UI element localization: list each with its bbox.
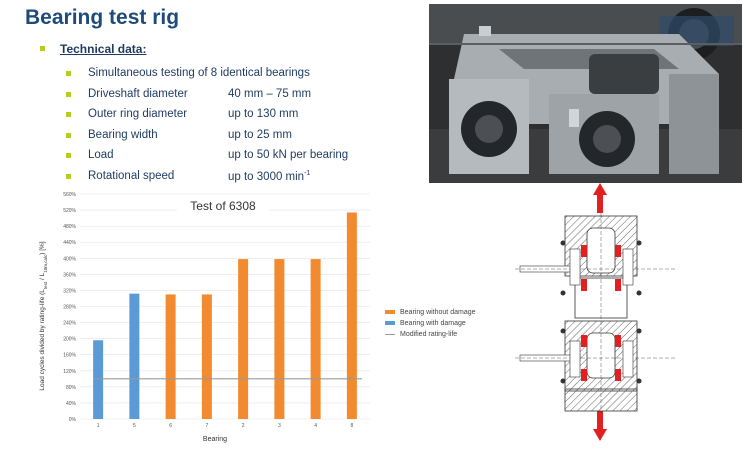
bar-3 bbox=[274, 259, 285, 419]
test-rig-photo bbox=[429, 4, 742, 183]
tech-row-label: Driveshaft diameter bbox=[88, 87, 188, 100]
legend-item-no-damage: Bearing without damage bbox=[385, 307, 476, 317]
y-tick-label: 320% bbox=[63, 288, 76, 294]
tech-row-label: Load bbox=[88, 149, 114, 161]
bar-5 bbox=[129, 293, 140, 419]
tech-row-label: Outer ring diameter bbox=[88, 108, 188, 120]
tech-row-label: Rotational speed bbox=[88, 169, 175, 182]
bar-7 bbox=[201, 294, 212, 419]
tech-row-value: up to 130 mm bbox=[228, 108, 299, 120]
x-tick-label: 4 bbox=[314, 423, 317, 429]
bullet-icon bbox=[66, 173, 71, 179]
tech-row-value-superscript: -1 bbox=[304, 169, 311, 177]
bullet-icon bbox=[66, 153, 71, 158]
technical-data-heading: Technical data: bbox=[60, 42, 147, 56]
tech-row-value: up to 3000 min-1 bbox=[228, 169, 311, 183]
bullet-icon bbox=[66, 71, 71, 76]
x-tick-label: 7 bbox=[205, 423, 208, 429]
y-tick-label: 280% bbox=[63, 305, 76, 311]
legend-item-rating-life: Modified rating-life bbox=[385, 329, 476, 339]
x-tick-label: 5 bbox=[133, 423, 136, 429]
bullet-icon bbox=[66, 132, 71, 138]
y-tick-label: 520% bbox=[63, 208, 76, 214]
legend-label: Bearing without damage bbox=[400, 308, 476, 316]
chart-legend: Bearing without damage Bearing with dama… bbox=[385, 307, 476, 340]
load-arrow-bottom-icon bbox=[593, 411, 607, 441]
y-tick-label: 480% bbox=[63, 224, 76, 230]
bar-4 bbox=[310, 259, 321, 419]
chart-title: Test of 6308 bbox=[190, 199, 256, 213]
x-tick-label: 8 bbox=[350, 423, 353, 429]
y-tick-label: 560% bbox=[63, 192, 76, 198]
bar-2 bbox=[238, 259, 249, 419]
y-tick-label: 200% bbox=[63, 337, 76, 343]
bar-6 bbox=[165, 294, 176, 419]
bullet-icon bbox=[40, 46, 45, 51]
x-tick-label: 6 bbox=[169, 423, 172, 429]
legend-item-damage: Bearing with damage bbox=[385, 318, 476, 328]
tech-row-value: 40 mm – 75 mm bbox=[228, 87, 312, 100]
y-tick-label: 400% bbox=[63, 256, 76, 262]
x-axis-label: Bearing bbox=[203, 436, 227, 443]
y-axis-label: Load cycles divided by rating-life (Ltes… bbox=[39, 241, 48, 390]
arrow-label-top: F bbox=[603, 201, 606, 207]
bar-1 bbox=[93, 340, 104, 419]
load-arrow-top-icon bbox=[593, 183, 607, 213]
legend-swatch-orange bbox=[385, 310, 395, 314]
legend-label: Bearing with damage bbox=[400, 319, 466, 327]
legend-label: Modified rating-life bbox=[400, 330, 458, 338]
tech-row-value: up to 25 mm bbox=[228, 128, 292, 141]
legend-swatch-blue bbox=[385, 321, 395, 325]
y-tick-label: 440% bbox=[63, 240, 76, 246]
page-title: Bearing test rig bbox=[25, 6, 180, 29]
bullet-icon bbox=[66, 112, 71, 117]
y-tick-label: 160% bbox=[63, 353, 76, 359]
bar-8 bbox=[346, 212, 357, 419]
x-tick-label: 3 bbox=[278, 423, 281, 429]
chart-svg: 0% 40% 80% 120% 160% 200% 240% 280% 320% 360% 400%… bbox=[35, 188, 375, 444]
tech-row-label: Simultaneous testing of 8 identical bear… bbox=[88, 67, 310, 79]
y-tick-label: 80% bbox=[66, 385, 77, 391]
y-tick-label: 120% bbox=[63, 369, 76, 375]
bullet-icon bbox=[66, 91, 71, 97]
y-tick-label: 40% bbox=[66, 401, 77, 407]
arrow-label-bottom: F bbox=[603, 423, 606, 429]
x-tick-label: 2 bbox=[242, 423, 245, 429]
y-tick-label: 240% bbox=[63, 321, 76, 327]
bar-chart: 0% 40% 80% 120% 160% 200% 240% 280% 320% 360% 400%… bbox=[35, 188, 375, 444]
y-tick-label: 360% bbox=[63, 272, 76, 278]
chart-title-box bbox=[177, 197, 269, 214]
y-tick-label: 0% bbox=[69, 417, 77, 423]
x-tick-label: 1 bbox=[97, 423, 100, 429]
bearing-rig-cross-section-diagram: F F bbox=[515, 183, 675, 441]
tech-row-label: Bearing width bbox=[88, 128, 158, 141]
tech-row-value: up to 50 kN per bearing bbox=[228, 149, 349, 161]
legend-swatch-line bbox=[385, 333, 395, 335]
